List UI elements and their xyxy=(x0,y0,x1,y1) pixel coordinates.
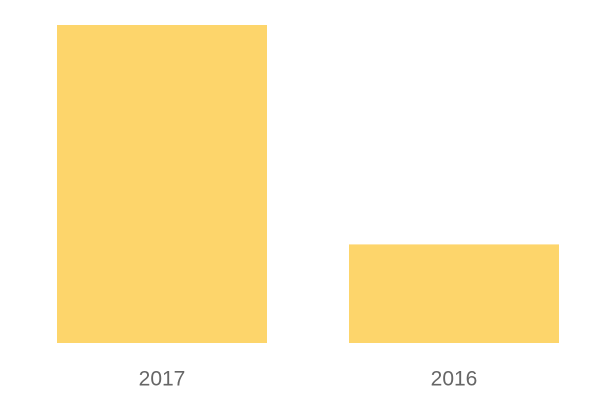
bar xyxy=(349,244,559,343)
bar xyxy=(57,25,267,343)
x-tick-label: 2017 xyxy=(139,368,186,391)
x-tick-label: 2016 xyxy=(431,368,478,391)
